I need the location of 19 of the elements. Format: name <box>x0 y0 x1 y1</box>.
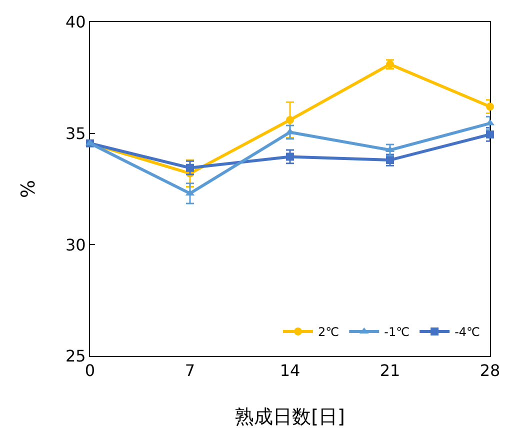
x-tick-label: 14 <box>280 361 300 380</box>
y-tick-label: 25 <box>65 346 86 366</box>
point <box>286 152 294 161</box>
x-tick-label: 0 <box>84 361 96 380</box>
point <box>286 116 294 124</box>
x-tick-label: 7 <box>184 361 196 380</box>
x-tick-label: 28 <box>480 361 500 380</box>
point <box>186 164 194 172</box>
legend-label: -1℃ <box>384 325 410 340</box>
y-tick-label: 40 <box>65 12 86 32</box>
x-tick-label: 21 <box>380 361 400 380</box>
point <box>486 130 494 138</box>
y-tick-label: 30 <box>65 235 86 254</box>
x-axis-title: 熟成日数[日] <box>235 406 345 428</box>
legend-label: 2℃ <box>318 325 340 340</box>
point <box>486 102 494 111</box>
y-tick-label: 35 <box>65 124 86 143</box>
legend-label: -4℃ <box>454 325 480 340</box>
y-axis-title: % <box>17 180 40 198</box>
